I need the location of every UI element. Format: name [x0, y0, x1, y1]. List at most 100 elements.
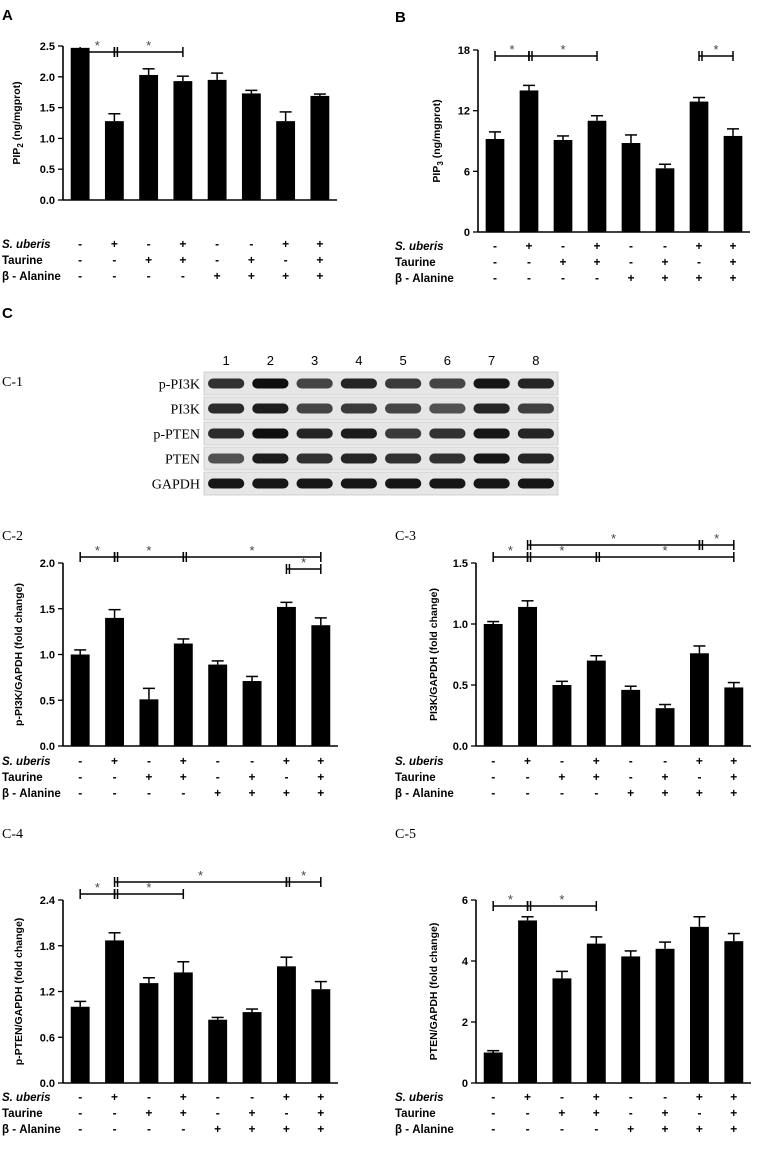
bar	[173, 81, 193, 200]
condition-symbol: -	[527, 271, 531, 285]
condition-symbol: +	[695, 239, 702, 253]
bar	[586, 943, 606, 1083]
y-axis-label: p-PI3K/GAPDH (fold change)	[13, 583, 25, 726]
blot-strip	[203, 471, 559, 496]
condition-symbol: +	[249, 1122, 256, 1136]
blot-band	[385, 378, 422, 389]
condition-symbol: +	[317, 1106, 324, 1120]
condition-symbol: +	[214, 786, 221, 800]
condition-symbol: -	[629, 1106, 633, 1120]
condition-row-label: β - Alanine	[2, 1124, 61, 1136]
bar	[723, 135, 743, 232]
significance-label: *	[146, 38, 151, 53]
condition-symbol: -	[594, 786, 598, 800]
y-tick-label: 1.8	[40, 941, 55, 953]
condition-symbol: +	[593, 1106, 600, 1120]
significance-label: *	[95, 880, 100, 895]
blot-strip	[203, 371, 559, 396]
condition-symbol: -	[491, 770, 495, 784]
significance-label: *	[508, 543, 513, 558]
bar	[586, 660, 606, 746]
condition-symbol: +	[525, 239, 532, 253]
condition-symbol: -	[147, 1122, 151, 1136]
condition-symbol: +	[593, 239, 600, 253]
bar	[242, 1012, 262, 1083]
sub-label-c3: C-3	[395, 529, 416, 544]
condition-symbol: -	[216, 1090, 220, 1104]
condition-symbol: +	[283, 1122, 290, 1136]
bar	[104, 121, 124, 200]
blot-band	[517, 478, 554, 489]
condition-symbol: +	[730, 754, 737, 768]
bar	[70, 654, 90, 746]
condition-symbol: +	[627, 1122, 634, 1136]
condition-symbol: +	[317, 1090, 324, 1104]
y-tick-label: 4	[462, 956, 469, 968]
blot-band	[385, 478, 422, 489]
condition-row-label: S. uberis	[2, 756, 51, 768]
lane-number: 1	[223, 353, 230, 368]
significance-label: *	[301, 868, 306, 883]
blot-band	[296, 403, 333, 414]
sub-label-c4: C-4	[2, 827, 23, 842]
bar	[689, 653, 709, 746]
condition-symbol: +	[145, 1106, 152, 1120]
bar	[311, 989, 331, 1083]
condition-symbol: +	[180, 1090, 187, 1104]
y-tick-label: 18	[458, 45, 470, 57]
condition-symbol: -	[216, 770, 220, 784]
lane-number: 3	[311, 353, 318, 368]
panel-label-b: B	[395, 9, 406, 26]
condition-symbol: +	[248, 269, 255, 283]
chart-c3: 0.0 0.5 1.0 1.5 PI3K/GAPDH (fold change) * * * *…	[395, 531, 751, 800]
bar	[519, 90, 539, 232]
condition-symbol: +	[145, 253, 152, 267]
condition-symbol: +	[283, 786, 290, 800]
blot-strip	[203, 396, 559, 421]
blot-band	[296, 378, 333, 389]
bar	[70, 1006, 90, 1083]
chart-c2: 0.0 0.5 1.0 1.5 2.0 p-PI3K/GAPDH (fold change…	[2, 543, 338, 800]
condition-symbol: +	[282, 237, 289, 251]
condition-symbol: +	[558, 770, 565, 784]
condition-symbol: +	[317, 770, 324, 784]
condition-symbol: +	[179, 237, 186, 251]
blot-band	[429, 453, 466, 464]
condition-symbol: +	[180, 770, 187, 784]
blot-band	[252, 478, 289, 489]
sub-label-c1: C-1	[2, 375, 23, 390]
bar	[553, 139, 573, 232]
condition-symbol: +	[283, 1090, 290, 1104]
condition-row-label: β - Alanine	[2, 788, 61, 800]
condition-symbol: -	[249, 237, 253, 251]
blot-band	[429, 378, 466, 389]
bar	[208, 1019, 228, 1083]
bar	[105, 940, 125, 1083]
condition-symbol: +	[111, 1090, 118, 1104]
charts-layer: 0.0 0.5 1.0 1.5 2.0 2.5 PIP2 (ng/mgprot) * * S. u…	[2, 38, 751, 1136]
panel-label-c: C	[2, 305, 13, 322]
blot-band	[208, 478, 245, 489]
condition-symbol: +	[730, 786, 737, 800]
bar	[276, 606, 296, 746]
condition-symbol: -	[78, 253, 82, 267]
condition-symbol: +	[661, 271, 668, 285]
condition-symbol: -	[697, 255, 701, 269]
condition-symbol: +	[662, 1106, 669, 1120]
significance-label: *	[301, 555, 306, 570]
significance-label: *	[714, 531, 719, 546]
bar	[173, 643, 193, 746]
condition-symbol: -	[147, 269, 151, 283]
condition-symbol: -	[284, 253, 288, 267]
condition-symbol: -	[561, 239, 565, 253]
bar	[689, 926, 709, 1083]
condition-symbol: +	[316, 253, 323, 267]
condition-symbol: +	[524, 1090, 531, 1104]
condition-row-label: S. uberis	[2, 239, 51, 251]
lane-number: 8	[532, 353, 539, 368]
condition-symbol: -	[250, 1090, 254, 1104]
condition-row-label: Taurine	[2, 1108, 43, 1120]
condition-row-label: Taurine	[2, 255, 43, 267]
condition-row-label: S. uberis	[395, 1092, 444, 1104]
condition-row-label: S. uberis	[2, 1092, 51, 1104]
